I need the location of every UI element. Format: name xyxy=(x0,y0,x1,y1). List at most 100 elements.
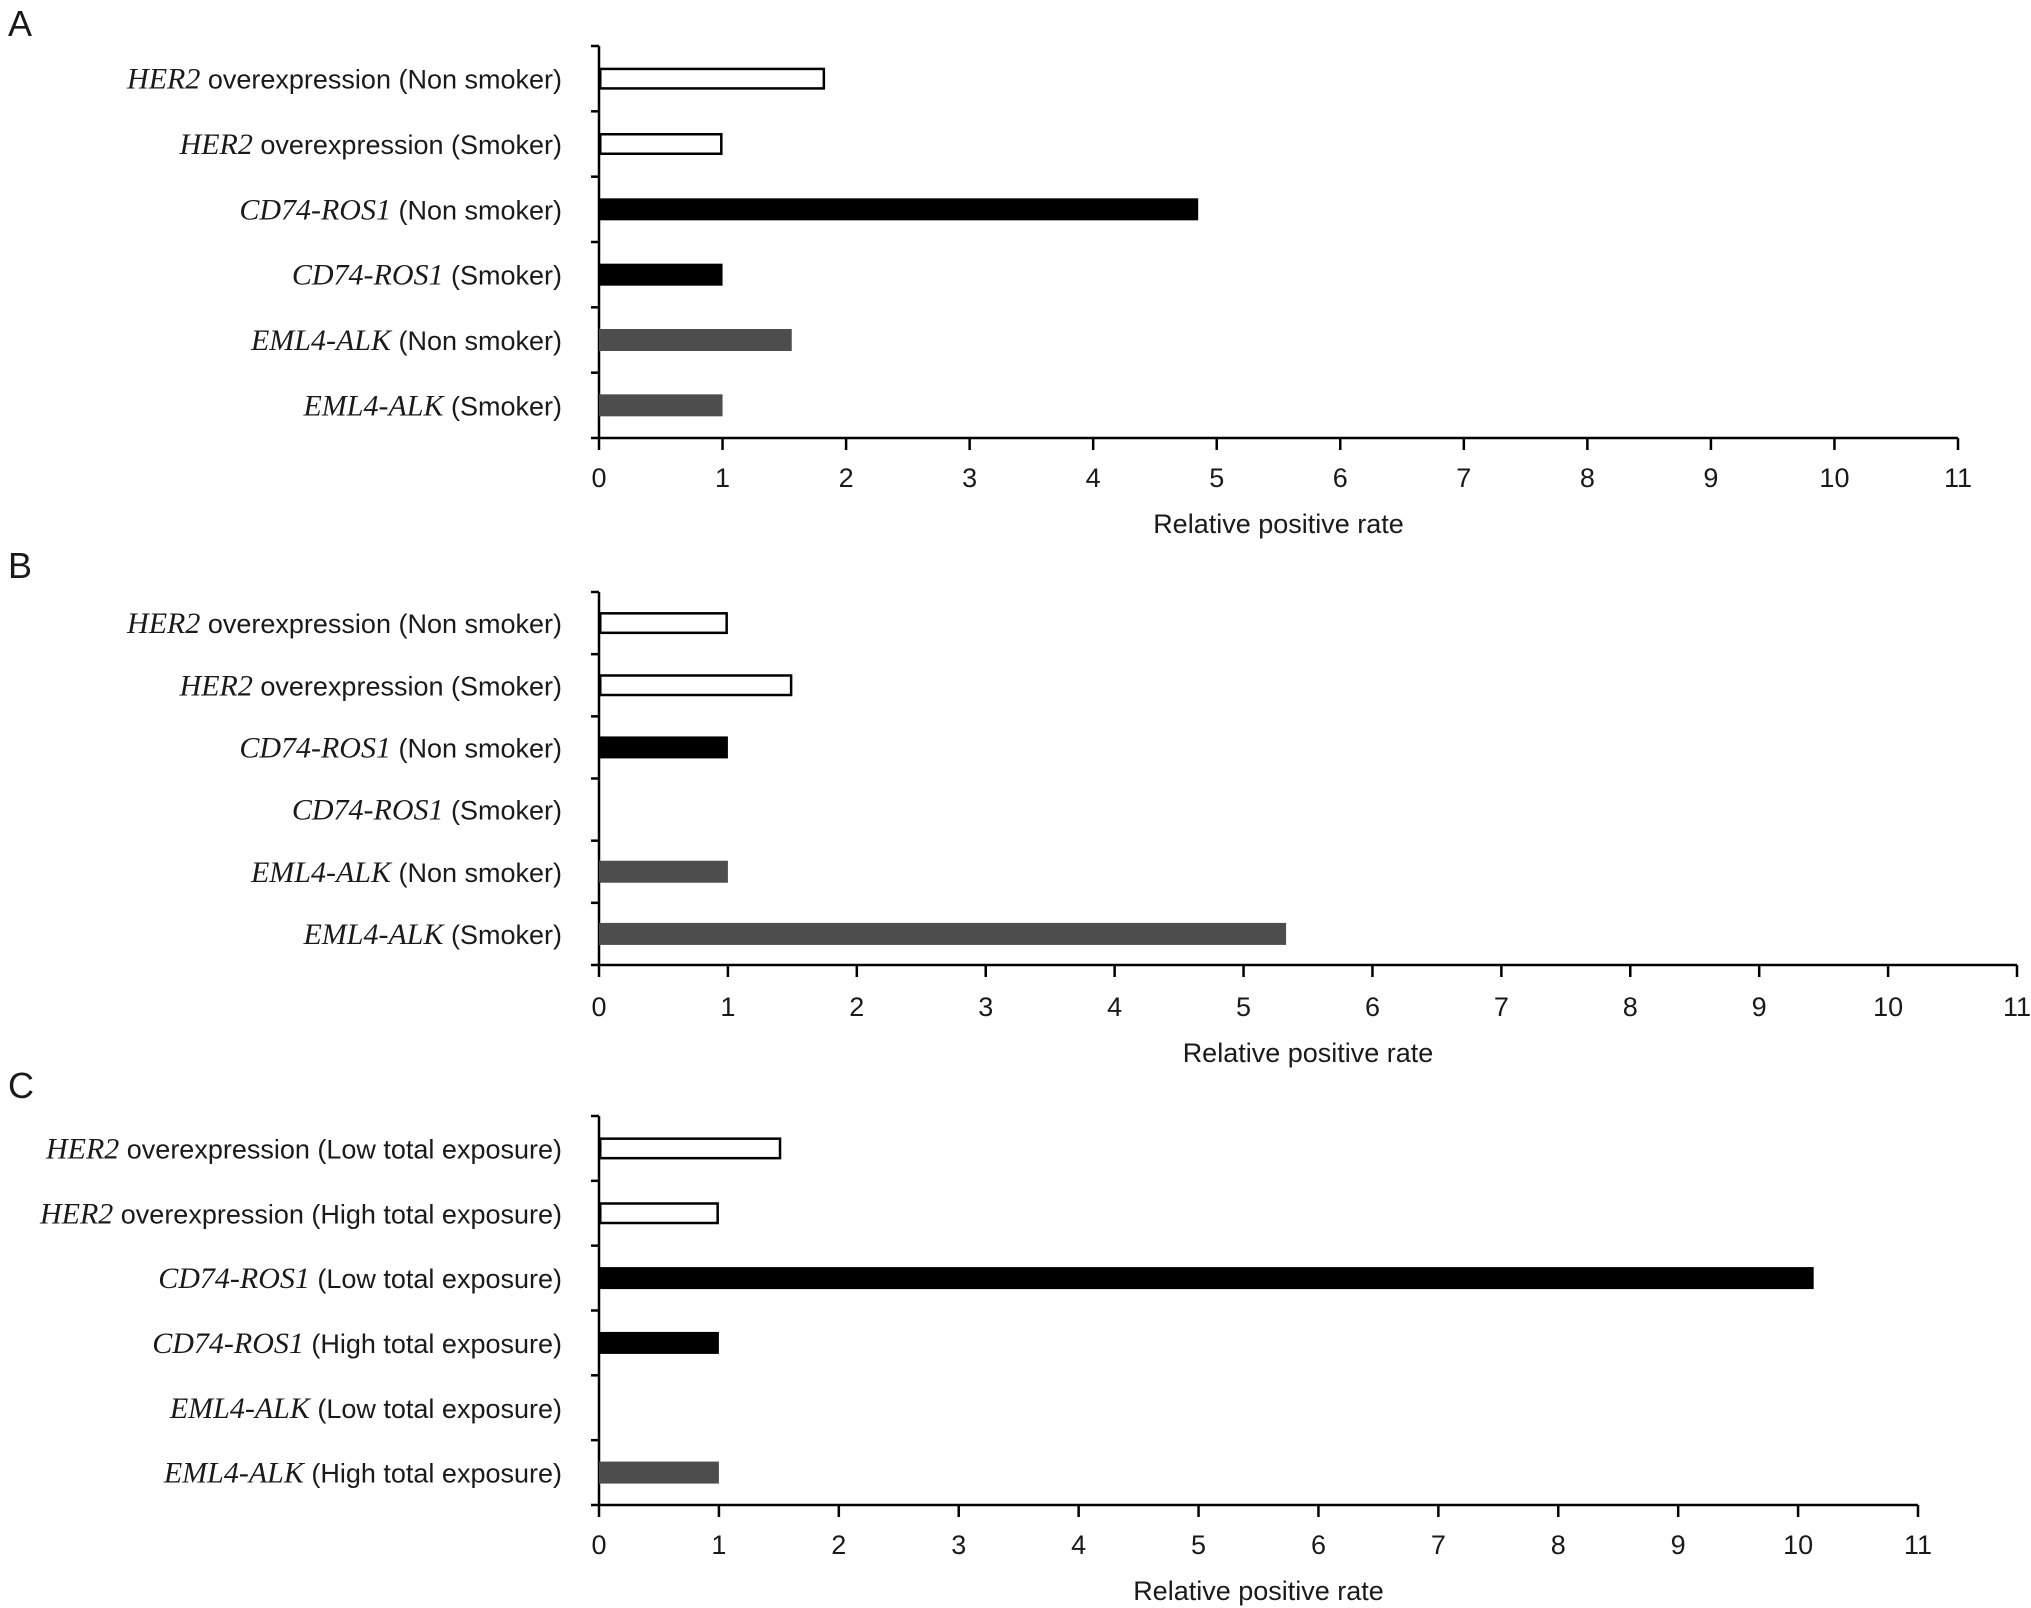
panel-letter: A xyxy=(8,3,32,44)
bar xyxy=(599,198,1199,221)
bar xyxy=(599,860,728,883)
category-gene: CD74-ROS1 xyxy=(239,731,391,764)
bar xyxy=(599,133,723,155)
category-gene: EML4-ALK xyxy=(302,918,445,951)
category-label: CD74-ROS1 (Non smoker) xyxy=(239,731,562,764)
category-qualifier: (Non smoker) xyxy=(391,858,562,888)
category-qualifier: overexpression (Non smoker) xyxy=(200,65,562,95)
x-axis-title: Relative positive rate xyxy=(1153,509,1404,539)
panel-letter: C xyxy=(8,1065,34,1106)
panel-a: A 0 1 2 3 4 5 6 7 8 9 10 11 Relative positive rate HER… xyxy=(8,3,1972,539)
x-tick-label: 3 xyxy=(962,463,977,493)
category-gene: HER2 xyxy=(126,63,200,96)
category-qualifier: (High total exposure) xyxy=(304,1459,562,1489)
bar xyxy=(599,736,728,759)
category-qualifier: (Non smoker) xyxy=(391,195,562,225)
category-label: HER2 overexpression (Low total exposure) xyxy=(45,1132,562,1165)
category-label: EML4-ALK (High total exposure) xyxy=(163,1457,562,1490)
x-tick-label: 2 xyxy=(831,1530,846,1560)
x-tick-label: 9 xyxy=(1752,992,1767,1022)
category-label: HER2 overexpression (Non smoker) xyxy=(126,63,562,96)
category-qualifier: (Smoker) xyxy=(443,796,562,826)
category-qualifier: (Non smoker) xyxy=(391,733,562,763)
x-tick-label: 11 xyxy=(2003,992,2031,1022)
category-label: CD74-ROS1 (Non smoker) xyxy=(239,193,562,226)
category-gene: HER2 xyxy=(179,669,253,702)
x-axis-title: Relative positive rate xyxy=(1183,1038,1434,1068)
x-tick-label: 7 xyxy=(1494,992,1509,1022)
bar xyxy=(599,329,792,351)
category-gene: CD74-ROS1 xyxy=(239,193,391,226)
x-tick-label: 9 xyxy=(1671,1530,1686,1560)
x-tick-label: 8 xyxy=(1623,992,1638,1022)
category-label: CD74-ROS1 (High total exposure) xyxy=(152,1327,562,1360)
category-qualifier: (High total exposure) xyxy=(304,1329,562,1359)
category-gene: CD74-ROS1 xyxy=(292,794,444,827)
bar xyxy=(599,1137,782,1160)
category-label: EML4-ALK (Non smoker) xyxy=(250,856,562,889)
x-tick-label: 5 xyxy=(1191,1530,1206,1560)
category-qualifier: (Smoker) xyxy=(443,391,562,421)
category-label: CD74-ROS1 (Smoker) xyxy=(292,259,562,292)
category-qualifier: overexpression (High total exposure) xyxy=(113,1199,562,1229)
category-qualifier: overexpression (Non smoker) xyxy=(200,609,562,639)
x-tick-label: 3 xyxy=(951,1530,966,1560)
category-label: EML4-ALK (Low total exposure) xyxy=(169,1392,562,1425)
x-tick-label: 10 xyxy=(1819,463,1849,493)
x-tick-label: 0 xyxy=(591,992,606,1022)
x-tick-label: 2 xyxy=(849,992,864,1022)
category-label: EML4-ALK (Smoker) xyxy=(302,918,562,951)
category-gene: HER2 xyxy=(126,607,200,640)
category-gene: EML4-ALK xyxy=(169,1392,312,1425)
category-label: EML4-ALK (Non smoker) xyxy=(250,324,562,357)
category-gene: CD74-ROS1 xyxy=(152,1327,304,1360)
x-tick-label: 4 xyxy=(1107,992,1122,1022)
bar xyxy=(599,394,723,417)
x-tick-label: 8 xyxy=(1551,1530,1566,1560)
category-label: HER2 overexpression (Smoker) xyxy=(179,128,562,161)
x-tick-label: 10 xyxy=(1783,1530,1813,1560)
x-tick-label: 8 xyxy=(1580,463,1595,493)
category-label: HER2 overexpression (Non smoker) xyxy=(126,607,562,640)
category-gene: HER2 xyxy=(179,128,253,161)
x-tick-label: 3 xyxy=(978,992,993,1022)
x-tick-label: 4 xyxy=(1086,463,1101,493)
category-gene: EML4-ALK xyxy=(250,324,393,357)
x-tick-label: 1 xyxy=(720,992,735,1022)
panel-c: C 0 1 2 3 4 5 6 7 8 9 10 11 Relative positive rate HER… xyxy=(8,1065,1932,1606)
x-tick-label: 0 xyxy=(591,1530,606,1560)
bar xyxy=(599,674,793,697)
x-tick-label: 5 xyxy=(1236,992,1251,1022)
bar xyxy=(599,1267,1814,1290)
category-qualifier: (Smoker) xyxy=(443,920,562,950)
x-tick-label: 9 xyxy=(1703,463,1718,493)
bar xyxy=(599,1461,719,1484)
category-gene: EML4-ALK xyxy=(163,1457,306,1490)
x-tick-label: 2 xyxy=(839,463,854,493)
category-qualifier: overexpression (Low total exposure) xyxy=(119,1134,562,1164)
category-label: HER2 overexpression (High total exposure… xyxy=(39,1197,562,1230)
panel-b: B 0 1 2 3 4 5 6 7 8 9 10 11 Relative positive rate HER… xyxy=(8,545,2031,1068)
x-tick-label: 6 xyxy=(1365,992,1380,1022)
category-gene: EML4-ALK xyxy=(250,856,393,889)
category-gene: HER2 xyxy=(39,1197,113,1230)
category-label: HER2 overexpression (Smoker) xyxy=(179,669,562,702)
bar xyxy=(599,922,1287,945)
bar xyxy=(599,1202,719,1225)
category-qualifier: overexpression (Smoker) xyxy=(253,671,562,701)
category-qualifier: (Low total exposure) xyxy=(310,1264,562,1294)
category-label: EML4-ALK (Smoker) xyxy=(302,389,562,422)
x-tick-label: 5 xyxy=(1209,463,1224,493)
category-qualifier: (Low total exposure) xyxy=(310,1394,562,1424)
x-tick-label: 4 xyxy=(1071,1530,1086,1560)
x-axis-title: Relative positive rate xyxy=(1133,1576,1384,1606)
category-gene: HER2 xyxy=(45,1132,119,1165)
bar xyxy=(599,67,826,90)
category-label: CD74-ROS1 (Smoker) xyxy=(292,794,562,827)
category-gene: EML4-ALK xyxy=(302,389,445,422)
category-gene: CD74-ROS1 xyxy=(158,1262,310,1295)
x-tick-label: 0 xyxy=(591,463,606,493)
x-tick-label: 1 xyxy=(715,463,730,493)
bar xyxy=(599,1331,719,1354)
